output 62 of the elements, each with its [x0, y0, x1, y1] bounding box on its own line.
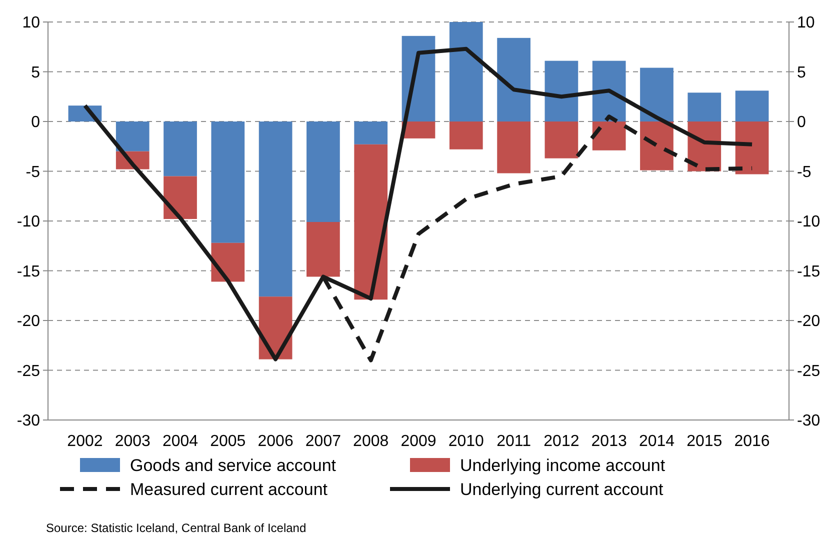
y2-tick-label: 5: [797, 64, 806, 82]
bar: [116, 122, 150, 152]
bar: [258, 122, 292, 297]
x-tick-label: 2015: [686, 433, 722, 450]
bar: [211, 242, 245, 282]
x-tick-label: 2006: [258, 433, 294, 450]
x-tick-label: 2016: [734, 433, 770, 450]
legend-label: Underlying current account: [460, 480, 664, 499]
bar: [164, 122, 197, 176]
line-series: [82, 46, 754, 362]
bar: [354, 122, 388, 144]
y-tick-label: -10: [16, 214, 40, 231]
bar: [449, 22, 483, 122]
x-tick-label: 2004: [162, 433, 198, 450]
bar: [640, 68, 674, 122]
x-tick-label: 2009: [400, 433, 436, 450]
bar: [592, 122, 626, 150]
bar: [735, 122, 769, 174]
y2-tick-label: -25: [797, 362, 820, 380]
x-tick-label: 2007: [305, 433, 342, 450]
bar: [497, 38, 530, 122]
source-note: Source: Statistic Iceland, Central Bank of Iceland: [46, 521, 306, 535]
y2-tick-label: -30: [797, 412, 820, 430]
x-tick-label: 2005: [210, 433, 246, 450]
x-tick-label: 2010: [448, 433, 484, 450]
y-tick-label: 5: [31, 64, 40, 82]
bar: [640, 122, 674, 170]
x-tick-label: 2014: [638, 433, 675, 450]
bar: [688, 92, 722, 122]
x-tick-label: 2002: [67, 433, 103, 450]
y-tick-label: -15: [16, 263, 40, 280]
bar: [544, 122, 578, 158]
x-tick-label: 2008: [353, 433, 389, 450]
bar: [306, 222, 340, 277]
y2-tick-label: -5: [797, 164, 812, 181]
x-tick-label: 2011: [496, 433, 532, 450]
y2-tick-label: 10: [797, 14, 815, 32]
bar: [211, 122, 245, 243]
bar: [497, 122, 530, 174]
y2-tick-label: -15: [797, 263, 820, 280]
x-tick-label: 2012: [544, 433, 580, 450]
bar: [354, 144, 388, 300]
bar: [164, 176, 197, 220]
bar: [592, 60, 626, 122]
legend-label: Goods and service account: [130, 456, 336, 475]
y-tick-label: -30: [16, 412, 40, 430]
y2-tick-label: 0: [797, 114, 806, 132]
bar: [306, 122, 340, 222]
y-tick-label: -20: [16, 313, 40, 330]
bar: [449, 122, 483, 150]
y2-tick-label: -10: [797, 214, 820, 231]
y-tick-label: 10: [22, 14, 40, 32]
y2-tick-label: -20: [797, 313, 820, 330]
bar: [544, 60, 578, 122]
x-tick-label: 2003: [114, 433, 151, 450]
bar: [735, 90, 769, 122]
legend-label: Measured current account: [130, 480, 328, 499]
y-tick-label: 0: [31, 114, 40, 132]
legend-label: Underlying income account: [460, 456, 666, 475]
y-tick-label: -25: [16, 362, 40, 380]
y-tick-label: -5: [26, 164, 40, 181]
x-tick-label: 2013: [591, 433, 627, 450]
